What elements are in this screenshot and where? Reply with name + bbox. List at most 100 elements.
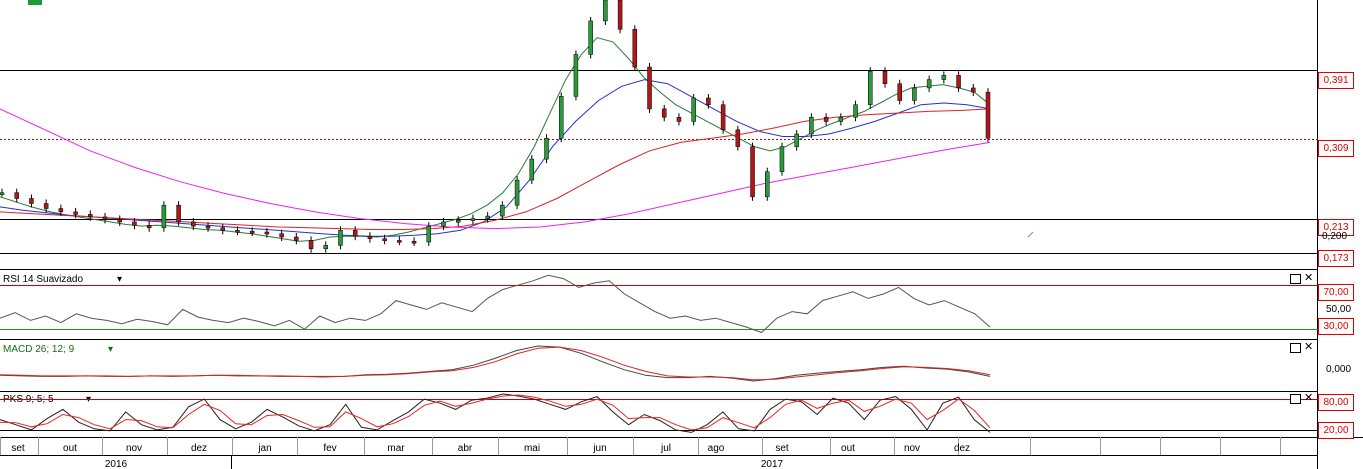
x-axis-month-11: ago xyxy=(708,443,725,454)
x-axis-month-5: fev xyxy=(323,443,336,454)
candle-body-10 xyxy=(146,225,152,229)
x-axis-year-1: 2017 xyxy=(761,459,784,469)
candle-body-21 xyxy=(308,240,314,249)
candle-body-16 xyxy=(235,230,240,233)
x-axis-month-15: dez xyxy=(954,443,970,454)
candle-body-48 xyxy=(706,97,711,105)
price-level-box-2: 0,213 xyxy=(1318,219,1354,236)
rsi-axis-tick: 50,00 xyxy=(1326,304,1352,315)
cursor-mark xyxy=(1027,231,1034,238)
candle-body-26 xyxy=(382,238,387,241)
candle-body-45 xyxy=(661,108,667,118)
candle-body-53 xyxy=(779,146,785,172)
x-axis-month-6: mar xyxy=(387,443,405,454)
candle-body-1 xyxy=(14,192,19,199)
candle-body-11 xyxy=(161,204,167,229)
candle-body-59 xyxy=(868,70,873,105)
x-axis-month-7: abr xyxy=(458,443,473,454)
pks-line-1 xyxy=(0,394,991,431)
rsi-maximize-icon[interactable] xyxy=(1290,274,1301,284)
candle-body-66 xyxy=(971,87,976,93)
moving-average-line-4 xyxy=(0,108,991,230)
candle-body-4 xyxy=(58,208,64,213)
candle-body-14 xyxy=(205,225,211,229)
candle-body-9 xyxy=(132,221,137,226)
candle-body-30 xyxy=(441,221,446,227)
candle-body-41 xyxy=(603,0,608,22)
candle-body-60 xyxy=(882,70,888,84)
candle-body-35 xyxy=(514,179,520,206)
rsi-level-box-30: 30,00 xyxy=(1318,318,1354,335)
x-axis-year-0: 2016 xyxy=(105,459,128,469)
candle-body-40 xyxy=(588,20,593,55)
candle-body-13 xyxy=(191,221,196,227)
price-level-box-1: 0,309 xyxy=(1318,140,1354,157)
candle-body-37 xyxy=(544,137,549,160)
moving-average-line-2 xyxy=(0,79,991,237)
macd-panel: MACD 26; 12; 9 ▾ xyxy=(0,344,991,382)
candle-body-63 xyxy=(926,79,932,89)
candle-body-51 xyxy=(750,146,755,198)
candle-body-34 xyxy=(500,204,505,217)
candle-body-43 xyxy=(632,29,638,68)
candle-body-58 xyxy=(853,104,858,118)
pks-close-icon[interactable]: ✕ xyxy=(1304,392,1314,404)
candle-body-32 xyxy=(470,218,476,221)
x-axis: set out nov dez jan fev mar abr mai jun jul ago set o… xyxy=(11,443,970,469)
candle-body-42 xyxy=(617,0,623,30)
candle-body-8 xyxy=(117,219,122,223)
candle-body-24 xyxy=(352,230,358,237)
x-axis-month-14: nov xyxy=(904,443,920,454)
candle-body-23 xyxy=(338,230,343,246)
candle-body-61 xyxy=(897,83,902,101)
price-axis-tick: 0,200 xyxy=(1322,231,1348,242)
vertical-gridlines xyxy=(0,437,1281,455)
candle-body-67 xyxy=(985,91,991,139)
candle-body-55 xyxy=(809,117,814,135)
candle-body-47 xyxy=(691,97,696,122)
rsi-dropdown-caret[interactable]: ▾ xyxy=(117,274,122,285)
macd-axis-tick: 0,000 xyxy=(1326,364,1352,375)
candle-body-44 xyxy=(647,66,652,110)
candle-body-64 xyxy=(941,75,947,80)
candle-body-49 xyxy=(720,104,726,131)
x-axis-month-4: jan xyxy=(257,443,271,454)
candle-body-39 xyxy=(573,54,579,97)
rsi-line-0 xyxy=(0,274,991,334)
price-close-line xyxy=(0,0,991,253)
pks-maximize-icon[interactable] xyxy=(1290,394,1301,404)
pks-panel: PKS 9; 5; 5 ▾ xyxy=(0,393,1318,433)
candle-body-15 xyxy=(220,227,225,231)
macd-maximize-icon[interactable] xyxy=(1290,343,1301,353)
candle-body-57 xyxy=(838,117,844,122)
candle-body-36 xyxy=(529,158,535,181)
rsi-close-icon[interactable]: ✕ xyxy=(1304,272,1314,284)
candle-body-2 xyxy=(29,198,34,204)
rsi-title[interactable]: RSI 14 Suavizado xyxy=(3,274,83,285)
macd-line-1 xyxy=(0,346,991,381)
candle-body-38 xyxy=(558,96,564,139)
rsi-level-box-70: 70,00 xyxy=(1318,284,1354,301)
candle-body-22 xyxy=(323,245,329,249)
macd-close-icon[interactable]: ✕ xyxy=(1304,341,1314,353)
x-axis-month-8: mai xyxy=(524,443,540,454)
candle-body-20 xyxy=(294,236,299,241)
candle-body-19 xyxy=(279,233,284,238)
candle-body-27 xyxy=(397,240,402,243)
candle-body-17 xyxy=(249,230,255,234)
macd-title[interactable]: MACD 26; 12; 9 xyxy=(3,344,75,355)
window-marker-icon[interactable] xyxy=(28,0,42,5)
candle-body-0 xyxy=(0,192,5,195)
candle-body-33 xyxy=(485,215,490,219)
x-axis-month-9: jun xyxy=(592,443,606,454)
x-axis-month-3: dez xyxy=(191,443,207,454)
macd-dropdown-caret[interactable]: ▾ xyxy=(108,344,113,355)
candle-body-28 xyxy=(411,240,417,244)
pks-level-box-80: 80,00 xyxy=(1318,394,1354,411)
candle-body-25 xyxy=(367,235,373,239)
x-axis-month-10: jul xyxy=(660,443,671,454)
candle-body-29 xyxy=(426,225,432,243)
candle-body-31 xyxy=(455,220,461,223)
price-level-box-0: 0,391 xyxy=(1318,72,1354,89)
